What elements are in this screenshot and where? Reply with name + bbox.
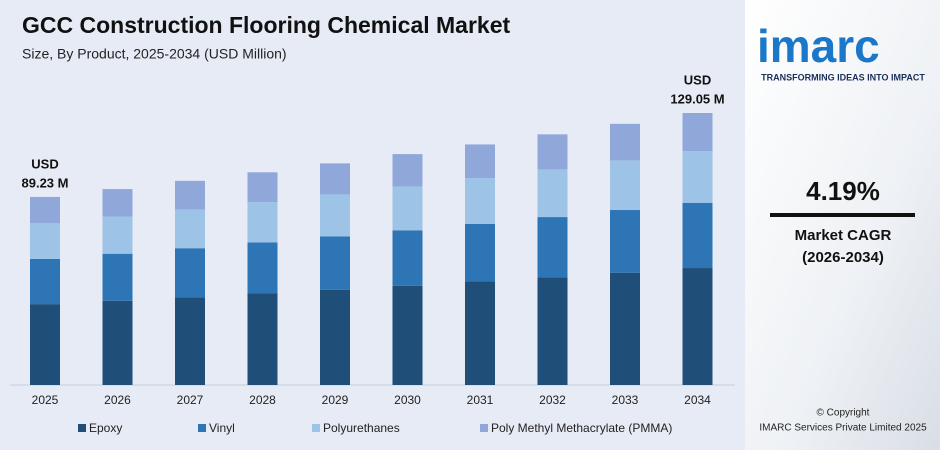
legend-swatch bbox=[198, 424, 206, 432]
bar-segment bbox=[392, 230, 423, 286]
bar-segment bbox=[30, 304, 60, 385]
bar-segment bbox=[102, 253, 133, 301]
bar-segment bbox=[682, 113, 713, 152]
chart-subtitle: Size, By Product, 2025-2034 (USD Million… bbox=[22, 46, 287, 62]
bar-segment bbox=[465, 144, 495, 179]
total-label: 129.05 M bbox=[670, 91, 724, 106]
bar-segment bbox=[30, 196, 60, 224]
total-label: USD bbox=[684, 72, 711, 87]
bar-segment bbox=[392, 285, 423, 385]
bar-segment bbox=[682, 268, 713, 385]
bar-segment bbox=[175, 248, 205, 298]
x-tick-label: 2030 bbox=[394, 393, 421, 407]
total-label: USD bbox=[31, 156, 58, 171]
bar-segment bbox=[465, 223, 495, 282]
cagr-value: 4.19% bbox=[806, 176, 880, 206]
bar-segment bbox=[320, 236, 350, 290]
bar-segment bbox=[30, 223, 60, 259]
bar-segment bbox=[392, 154, 423, 187]
bar-segment bbox=[537, 277, 568, 385]
bar-segment bbox=[175, 209, 205, 249]
divider bbox=[770, 213, 915, 217]
bar-segment bbox=[537, 134, 568, 170]
bar-segment bbox=[610, 272, 640, 385]
x-tick-label: 2034 bbox=[684, 393, 711, 407]
legend-label: Vinyl bbox=[209, 421, 235, 435]
tagline: TRANSFORMING IDEAS INTO IMPACT bbox=[761, 72, 925, 82]
x-tick-label: 2025 bbox=[32, 393, 59, 407]
bar-segment bbox=[30, 258, 60, 305]
bar-segment bbox=[102, 300, 133, 385]
bar-segment bbox=[610, 123, 640, 161]
bar-segment bbox=[175, 297, 205, 385]
x-tick-label: 2031 bbox=[467, 393, 494, 407]
bar-segment bbox=[320, 289, 350, 385]
bar-segment bbox=[392, 186, 423, 231]
bar-segment bbox=[465, 281, 495, 385]
bar-segment bbox=[682, 151, 713, 203]
bar-segment bbox=[537, 217, 568, 278]
legend-label: Epoxy bbox=[89, 421, 122, 435]
total-label: 89.23 M bbox=[22, 175, 69, 190]
bar-segment bbox=[102, 216, 133, 254]
bar-segment bbox=[175, 180, 205, 210]
bar-segment bbox=[320, 163, 350, 195]
legend-label: Polyurethanes bbox=[323, 421, 400, 435]
legend-swatch bbox=[78, 424, 86, 432]
bar-segment bbox=[320, 194, 350, 237]
bar-segment bbox=[610, 160, 640, 211]
bar-segment bbox=[610, 210, 640, 273]
x-tick-label: 2028 bbox=[249, 393, 276, 407]
bar-segment bbox=[465, 178, 495, 224]
x-tick-label: 2026 bbox=[104, 393, 131, 407]
legend-swatch bbox=[480, 424, 488, 432]
cagr-label: Market CAGR bbox=[795, 227, 892, 244]
bar-segment bbox=[682, 202, 713, 269]
bar-segment bbox=[247, 242, 278, 294]
x-tick-label: 2027 bbox=[177, 393, 204, 407]
chart-title: GCC Construction Flooring Chemical Marke… bbox=[22, 12, 510, 38]
legend-swatch bbox=[312, 424, 320, 432]
company: IMARC Services Private Limited 2025 bbox=[759, 423, 927, 434]
legend-label: Poly Methyl Methacrylate (PMMA) bbox=[491, 421, 672, 435]
logo: imarc bbox=[757, 20, 880, 72]
x-tick-label: 2033 bbox=[612, 393, 639, 407]
bar-segment bbox=[247, 202, 278, 243]
x-tick-label: 2032 bbox=[539, 393, 566, 407]
sidebar-background bbox=[745, 0, 940, 450]
bar-segment bbox=[537, 169, 568, 218]
bar-segment bbox=[247, 172, 278, 203]
copyright: © Copyright bbox=[817, 408, 870, 419]
x-tick-label: 2029 bbox=[322, 393, 349, 407]
bar-segment bbox=[247, 293, 278, 385]
cagr-period: (2026-2034) bbox=[802, 249, 884, 266]
bar-segment bbox=[102, 189, 133, 217]
